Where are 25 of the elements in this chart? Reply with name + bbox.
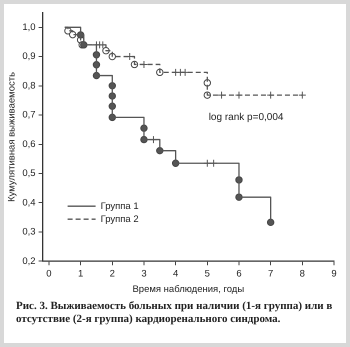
y-tick-label: 0,2	[22, 256, 36, 267]
x-tick-label: 9	[331, 268, 337, 280]
x-tick-label: 2	[110, 268, 115, 280]
y-tick-label: 0,3	[22, 226, 36, 238]
x-tick-label: 1	[78, 268, 84, 280]
y-axis-title: Кумулятивная выживаемость	[6, 72, 18, 202]
annotation: log rank p=0,004	[208, 112, 284, 123]
y-tick-label: 0,7	[22, 110, 36, 121]
y-tick-label: 0,5	[22, 168, 36, 180]
x-tick-label: 4	[172, 268, 178, 280]
x-tick-label: 3	[141, 268, 147, 280]
legend-label: Группа 1	[100, 200, 139, 212]
y-tick-label: 0,6	[22, 138, 36, 150]
x-tick-label: 6	[236, 268, 242, 280]
x-tick-label: 8	[300, 268, 305, 280]
text: Рис. 3. Выживаемость больных при наличии (1-я группа) или в отсутствие (2-я группа) кардиоренального синдрома.	[15, 299, 334, 326]
y-tick-label: 1,0	[22, 22, 36, 33]
y-tick-label: 0,8	[22, 80, 36, 92]
legend-label: Группа 2	[100, 214, 139, 225]
x-axis-title: Время наблюдения, годы	[132, 284, 244, 295]
x-tick-label: 0	[46, 268, 52, 280]
y-tick-label: 0,9	[22, 51, 36, 62]
x-tick-label: 7	[268, 268, 274, 280]
y-tick-label: 0,4	[22, 197, 36, 208]
x-tick-label: 5	[204, 268, 210, 280]
